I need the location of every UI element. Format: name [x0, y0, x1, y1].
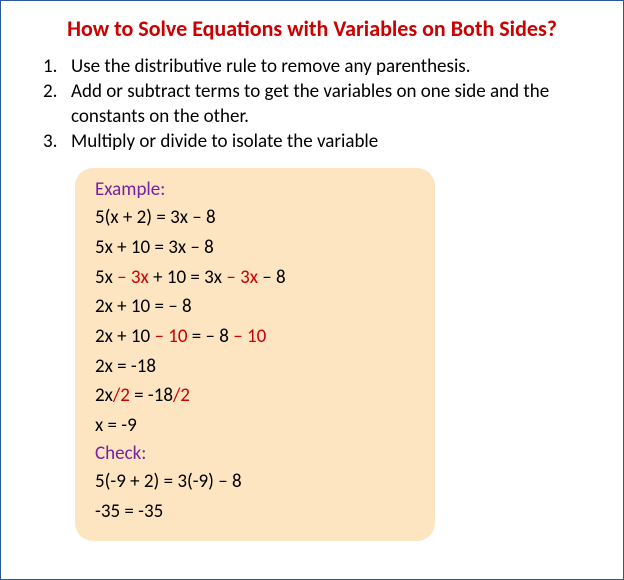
equation-line: 2x + 10 – 10 = – 8 – 10 [95, 324, 415, 350]
highlight-segment: – 10 [233, 325, 266, 348]
text-segment: 5x + 10 = 3x – 8 [95, 236, 214, 259]
text-segment: – 8 [258, 266, 286, 289]
step-item: Add or subtract terms to get the variabl… [43, 79, 599, 129]
equation-line: x = -9 [95, 413, 415, 439]
highlight-segment: /2 [173, 384, 190, 407]
check-lines: 5(-9 + 2) = 3(-9) – 8 -35 = -35 [95, 469, 415, 524]
text-segment: 5(-9 + 2) = 3(-9) – 8 [95, 470, 242, 493]
text-segment: = -18 [130, 384, 173, 407]
text-segment: x = -9 [95, 414, 137, 437]
example-label: Example: [95, 178, 415, 201]
highlight-segment: – 3x [226, 266, 258, 289]
highlight-segment: – 3x [117, 266, 149, 289]
highlight-segment: – 10 [154, 325, 187, 348]
equation-line: 2x/2 = -18/2 [95, 383, 415, 409]
text-segment: + 10 = 3x [149, 266, 227, 289]
text-segment: 5(x + 2) = 3x – 8 [95, 206, 216, 229]
highlight-segment: /2 [113, 384, 130, 407]
text-segment: 5x [95, 266, 117, 289]
step-item: Multiply or divide to isolate the variab… [43, 129, 599, 154]
steps-list: Use the distributive rule to remove any … [25, 54, 599, 154]
check-label: Check: [95, 442, 415, 465]
equation-line: 5x – 3x + 10 = 3x – 3x – 8 [95, 265, 415, 291]
document-container: How to Solve Equations with Variables on… [0, 0, 624, 580]
text-segment: 2x + 10 = – 8 [95, 295, 192, 318]
equation-line: -35 = -35 [95, 499, 415, 525]
equation-line: 2x = -18 [95, 354, 415, 380]
step-item: Use the distributive rule to remove any … [43, 54, 599, 79]
page-title: How to Solve Equations with Variables on… [25, 15, 599, 42]
example-lines: 5(x + 2) = 3x – 85x + 10 = 3x – 85x – 3x… [95, 205, 415, 438]
text-segment: 2x [95, 384, 113, 407]
text-segment: -35 = -35 [95, 500, 163, 523]
equation-line: 5(-9 + 2) = 3(-9) – 8 [95, 469, 415, 495]
equation-line: 5(x + 2) = 3x – 8 [95, 205, 415, 231]
example-box: Example: 5(x + 2) = 3x – 8 5x + 10 = 3x –… [75, 168, 435, 540]
text-segment: 2x = -18 [95, 355, 156, 378]
text-segment: 2x + 10 [95, 325, 154, 348]
equation-line: 2x + 10 = – 8 [95, 294, 415, 320]
text-segment: = – 8 [188, 325, 234, 348]
equation-line: 5x + 10 = 3x – 8 [95, 235, 415, 261]
